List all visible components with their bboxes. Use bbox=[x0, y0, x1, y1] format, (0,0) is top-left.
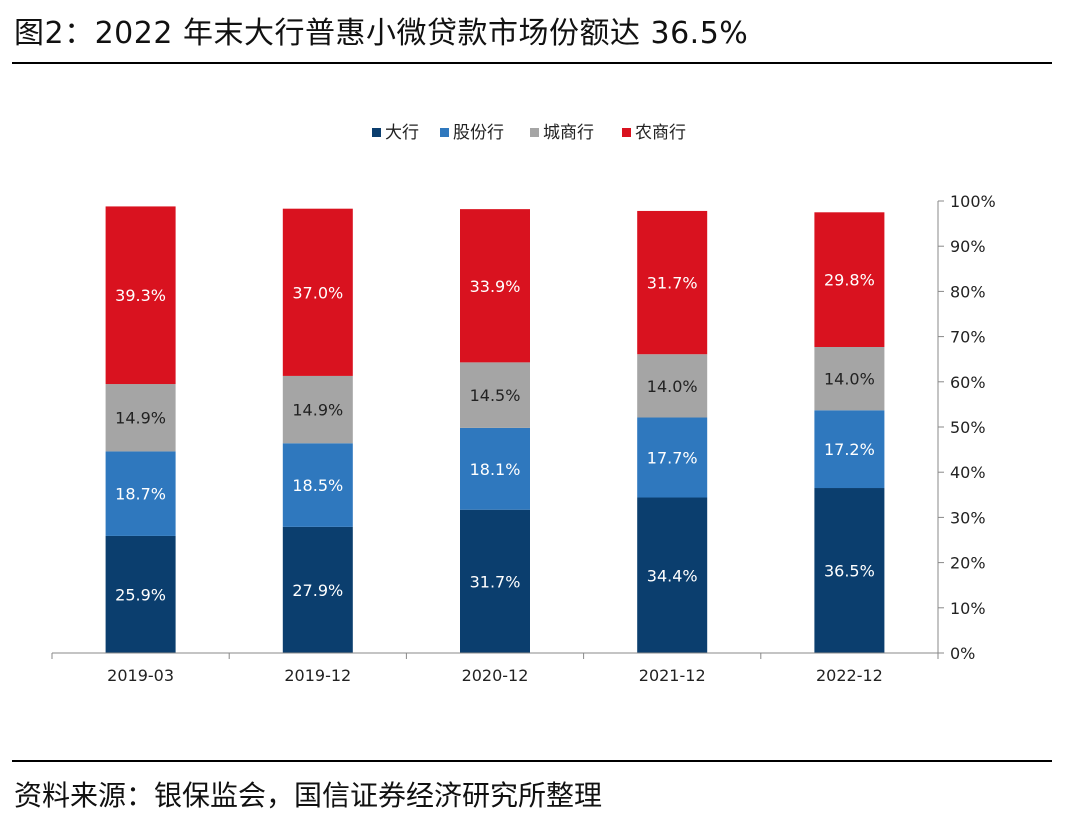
data-label: 39.3% bbox=[115, 286, 166, 305]
source-rule bbox=[12, 760, 1052, 762]
bar-segment bbox=[814, 346, 885, 411]
data-label: 25.9% bbox=[115, 585, 166, 604]
title-rule bbox=[12, 62, 1052, 64]
y-tick-label: 60% bbox=[950, 373, 986, 392]
y-tick-label: 90% bbox=[950, 237, 986, 256]
data-label: 17.2% bbox=[824, 440, 875, 459]
bar-segment bbox=[460, 209, 530, 363]
legend-swatch bbox=[530, 128, 539, 137]
y-axis: 0% 10% 20% 30% 40% 50% 60% 70% 80% 90% 100% bbox=[937, 192, 996, 663]
data-label: 18.7% bbox=[115, 485, 166, 504]
bar-segment bbox=[460, 509, 530, 653]
legend-swatch bbox=[372, 128, 381, 137]
data-label: 31.7% bbox=[470, 572, 521, 591]
legend-label: 城商行 bbox=[543, 123, 594, 143]
legend-swatch bbox=[440, 128, 449, 137]
bar-segment bbox=[814, 410, 885, 489]
data-label: 14.0% bbox=[647, 377, 698, 396]
y-tick-label: 70% bbox=[950, 328, 986, 347]
legend-label: 大行 bbox=[385, 123, 419, 143]
bar-segment bbox=[460, 362, 530, 428]
y-tick-label: 50% bbox=[950, 418, 986, 437]
bar-segment bbox=[814, 212, 885, 347]
x-tick-label: 2019-03 bbox=[107, 666, 174, 685]
data-label: 37.0% bbox=[292, 283, 343, 302]
data-label: 36.5% bbox=[824, 562, 875, 581]
bar-segment bbox=[105, 384, 176, 452]
bar-segment bbox=[637, 354, 708, 418]
data-label: 18.1% bbox=[470, 460, 521, 479]
data-label: 29.8% bbox=[824, 271, 875, 290]
y-tick-label: 100% bbox=[950, 192, 996, 211]
y-tick-label: 80% bbox=[950, 282, 986, 301]
figure-title: 图2：2022 年末大行普惠小微贷款市场份额达 36.5% bbox=[14, 16, 749, 51]
data-label: 18.5% bbox=[292, 476, 343, 495]
bar-segment bbox=[460, 427, 530, 510]
legend-label: 农商行 bbox=[635, 123, 686, 143]
x-tick-label: 2020-12 bbox=[462, 666, 529, 685]
y-tick-label: 10% bbox=[950, 599, 986, 618]
y-tick-label: 20% bbox=[950, 554, 986, 573]
legend-swatch bbox=[622, 128, 631, 137]
x-tick-label: 2019-12 bbox=[284, 666, 351, 685]
bar-segment bbox=[637, 497, 708, 653]
bar-segment bbox=[105, 451, 176, 536]
bar-segment bbox=[282, 443, 353, 527]
y-tick-label: 40% bbox=[950, 463, 986, 482]
bar-segment bbox=[282, 375, 353, 444]
bar-segment bbox=[282, 526, 353, 653]
data-label: 14.9% bbox=[292, 401, 343, 420]
bar-segment bbox=[105, 535, 176, 653]
source-note: 资料来源：银保监会，国信证券经济研究所整理 bbox=[14, 779, 603, 812]
data-label: 14.0% bbox=[824, 370, 875, 389]
legend-label: 股份行 bbox=[453, 123, 504, 143]
stacked-bar-chart: 大行 股份行 城商行 农商行 25.9% 18.7% 14.9% 39.3% 27.9% 18.… bbox=[51, 123, 996, 685]
y-tick-label: 30% bbox=[950, 508, 986, 527]
data-label: 14.5% bbox=[470, 386, 521, 405]
bar-segment bbox=[637, 210, 708, 355]
data-label: 17.7% bbox=[647, 449, 698, 468]
bar-segment bbox=[105, 206, 176, 385]
data-label: 31.7% bbox=[647, 274, 698, 293]
y-tick-label: 0% bbox=[950, 644, 975, 663]
data-label: 14.9% bbox=[115, 409, 166, 428]
x-tick-label: 2022-12 bbox=[816, 666, 883, 685]
x-axis: 2019-03 2019-12 2020-12 2021-12 2022-12 bbox=[51, 652, 939, 685]
data-label: 34.4% bbox=[647, 566, 698, 585]
bar-segment bbox=[282, 208, 353, 376]
bar-segment bbox=[637, 417, 708, 498]
chart-bars: 25.9% 18.7% 14.9% 39.3% 27.9% 18.5% 14.9% 37.0%… bbox=[105, 206, 885, 653]
x-tick-label: 2021-12 bbox=[639, 666, 706, 685]
chart-legend: 大行 股份行 城商行 农商行 bbox=[372, 123, 686, 143]
data-label: 33.9% bbox=[470, 277, 521, 296]
data-label: 27.9% bbox=[292, 581, 343, 600]
bar-segment bbox=[814, 488, 885, 653]
